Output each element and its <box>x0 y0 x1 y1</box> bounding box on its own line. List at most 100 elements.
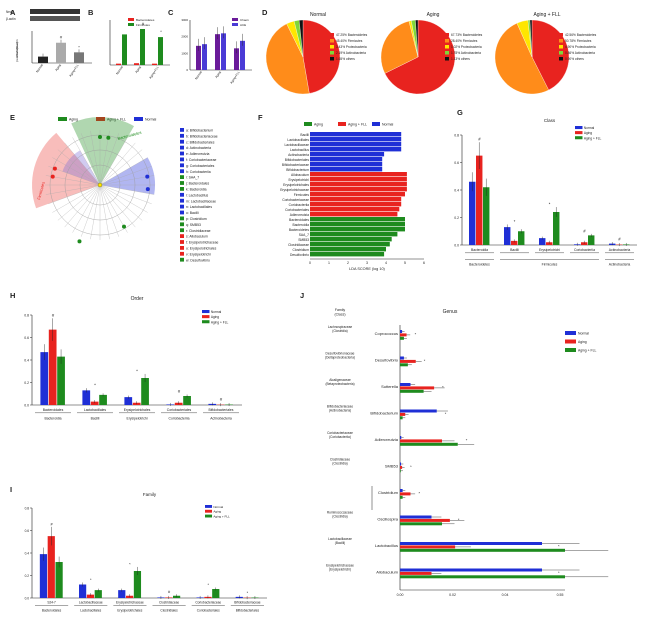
bar <box>196 45 201 70</box>
legend-swatch <box>445 51 449 55</box>
tree-node <box>145 187 150 192</box>
genus-label: SMB53 <box>385 464 399 469</box>
tree-branch <box>99 137 128 186</box>
bar <box>400 515 432 519</box>
bar <box>400 386 435 390</box>
bar <box>99 394 107 405</box>
taxon-label: d: Actinobacteria <box>186 146 211 150</box>
significance-mark: * <box>94 383 96 388</box>
tree-branch <box>99 184 136 228</box>
tree-branch <box>99 166 152 186</box>
lda-bar-label: Clostridiaceae <box>288 243 309 247</box>
tree-root <box>97 182 103 188</box>
bar <box>212 589 220 598</box>
panel-letter: G <box>457 108 463 117</box>
taxon-label: p: Clostridium <box>186 217 207 221</box>
bar <box>124 397 133 405</box>
tree-node <box>145 174 150 179</box>
tick-label: Aging <box>214 70 222 79</box>
legend-swatch <box>559 33 563 37</box>
category-label: Erysipelotrichales <box>124 408 151 412</box>
legend-swatch <box>445 39 449 43</box>
legend-swatch <box>202 320 210 324</box>
tree-branch <box>90 184 101 240</box>
lda-bar-label: Desulfovibrio <box>290 253 309 257</box>
bar <box>400 518 450 522</box>
bar <box>40 352 49 405</box>
lda-bar-label: Bifidobacterium <box>286 168 309 172</box>
panel-d: D Normal 47.25% Bacteroidetes 45.40% Firmic… <box>262 8 597 95</box>
family-label: (Clostridia) <box>332 515 347 519</box>
legend-label: 45.40% Firmicutes <box>336 39 363 43</box>
lda-bar-label: Bifidobacteriaceae <box>282 163 309 167</box>
bar <box>400 495 403 499</box>
taxon-label: s: Allobaculum <box>186 235 208 239</box>
taxon-label: m: Lactobacillaceae <box>186 199 216 203</box>
significance-mark: * <box>208 583 210 587</box>
significance-mark: * <box>78 44 80 49</box>
bar <box>48 329 57 405</box>
legend-label: 47.25% Bacteroidetes <box>336 33 368 37</box>
significance-mark: * <box>160 29 162 34</box>
chart-title: Class <box>544 118 556 123</box>
bar <box>79 584 87 598</box>
bar <box>400 359 416 363</box>
tick-label: 0.8 <box>24 314 29 318</box>
significance-mark: * <box>415 332 417 337</box>
bar <box>74 52 84 63</box>
legend-swatch <box>180 222 184 227</box>
category-label: Bacteroidia <box>471 248 488 252</box>
category-sublabel: Coriobacteriales <box>197 608 220 612</box>
bar <box>38 56 48 63</box>
tick-label: Aging <box>54 63 62 72</box>
significance-mark: * <box>424 358 426 363</box>
tick-label: Aging+FLL <box>148 65 160 80</box>
bar <box>118 590 126 598</box>
category-sublabel: Clostridiales <box>160 608 178 612</box>
phylum-label: Actinobacteria <box>609 262 631 266</box>
tree-branch <box>57 184 101 221</box>
lda-bar <box>310 197 402 202</box>
lda-bar-label: Bifidobacteriales <box>285 158 310 162</box>
pie-slice <box>415 19 419 58</box>
category-sublabel: Bacilli <box>91 416 100 420</box>
lda-bar <box>310 227 405 232</box>
legend-swatch <box>180 246 184 250</box>
lda-bar-label: Clostridium <box>293 248 310 252</box>
significance-mark: # <box>178 389 181 394</box>
legend-swatch <box>128 23 134 26</box>
y-axis-label: Nrsf2/β-actin <box>15 39 19 56</box>
legend-label: Aging <box>584 131 592 135</box>
tree-branch <box>99 157 148 186</box>
legend-swatch <box>232 23 238 26</box>
chart-title: Family <box>143 492 157 497</box>
lda-bar <box>310 237 392 242</box>
legend-swatch <box>330 51 334 55</box>
legend-swatch <box>559 57 563 61</box>
significance-mark: # <box>168 590 171 594</box>
tree-branch <box>45 175 101 186</box>
bar <box>400 545 456 549</box>
pie-slice <box>494 22 549 95</box>
panel-letter: C <box>168 8 174 17</box>
legend-swatch <box>372 122 380 126</box>
lda-bar-label: SMB53 <box>298 238 309 242</box>
legend-swatch <box>205 509 213 513</box>
legend-swatch <box>559 39 563 43</box>
tick-label: 3 <box>366 261 368 265</box>
column-header: (Class) <box>334 313 345 317</box>
legend-swatch <box>180 216 184 221</box>
lda-bar <box>310 137 402 142</box>
category-sublabel: Erysipelotrichales <box>117 608 142 612</box>
category-sublabel: Coriobacteriia <box>169 416 190 420</box>
panel-letter: F <box>258 113 263 122</box>
legend-label: Aging + FLL <box>213 514 230 518</box>
tick-label: Aging+FLL <box>68 63 80 78</box>
phylum-label: Firmicutes <box>542 262 558 266</box>
legend-label: Bacteroidetes <box>136 18 155 22</box>
taxon-label: e: Adlercreutzia <box>186 152 209 156</box>
category-sublabel: Erysipelotrichi <box>126 416 147 420</box>
bar <box>47 536 55 598</box>
taxon-label: a: Bifidobacterium <box>186 129 213 133</box>
